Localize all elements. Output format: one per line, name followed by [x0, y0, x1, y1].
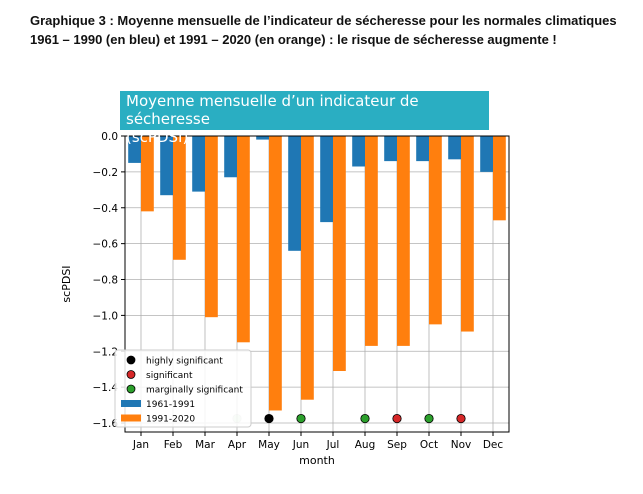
y-tick-label: −0.4 — [93, 203, 119, 215]
y-ticks: 0.0 −0.2 −0.4 −0.6 −0.8 −1.0 −1.2 −1.4 −1.6 — [93, 131, 125, 430]
x-tick-label: Aug — [355, 439, 376, 451]
bar-1961-1991-jan — [128, 136, 141, 163]
x-ticks: Jan Feb Mar Apr May Jun Jul Aug Sep Oct Nov Dec — [132, 432, 503, 451]
x-tick-label: Mar — [195, 439, 215, 451]
y-tick-label: −1.0 — [93, 310, 119, 322]
legend-dot — [126, 370, 136, 379]
banner-line-2: (scPDSI) — [126, 128, 189, 146]
bars — [128, 136, 506, 411]
plot-frame — [124, 135, 510, 433]
legend-label: marginally significant — [146, 386, 243, 396]
legend-label: significant — [146, 371, 193, 381]
legend-label: 1961-1991 — [146, 400, 195, 410]
bar-1991-2020-jun — [301, 136, 314, 400]
y-axis-label: scPDSI — [60, 265, 73, 302]
y-tick-label: −0.6 — [93, 239, 119, 251]
x-tick-label: Nov — [451, 439, 472, 451]
y-tick-label: −1.4 — [93, 382, 119, 394]
x-tick-label: Sep — [387, 439, 407, 451]
legend-dot — [126, 355, 136, 365]
significance-marker-may — [264, 413, 274, 424]
significance-marker-aug — [360, 413, 370, 424]
bar-1961-1991-apr — [224, 136, 237, 178]
chart-heading: Graphique 3 : Moyenne mensuelle de l’ind… — [30, 11, 630, 49]
bar-1961-1991-feb — [160, 136, 173, 196]
y-tick-label: −1.2 — [93, 346, 119, 358]
x-tick-label: Jul — [326, 439, 340, 451]
bar-1991-2020-oct — [429, 136, 442, 325]
bar-1961-1991-jul — [320, 136, 333, 223]
x-tick-label: Dec — [483, 439, 504, 451]
significance-marker-jun — [296, 413, 306, 424]
bar-1991-2020-apr — [237, 136, 250, 343]
x-tick-label: May — [258, 439, 280, 451]
banner-text: Moyenne mensuelle d’un indicateur de séc… — [126, 92, 486, 146]
legend-patch — [121, 400, 141, 407]
x-tick-label: Oct — [420, 439, 438, 451]
y-tick-label: −0.8 — [93, 275, 119, 287]
bar-1961-1991-may — [256, 136, 269, 140]
legend-box — [114, 349, 252, 428]
y-tick-label: 0.0 — [101, 131, 118, 143]
x-tick-label: Jun — [292, 439, 309, 451]
bar-1991-2020-feb — [173, 136, 186, 260]
bar-1991-2020-dec — [493, 136, 506, 221]
bar-1991-2020-may — [269, 136, 282, 411]
x-axis-label: month — [299, 454, 335, 467]
y-tick-label: −1.6 — [93, 418, 119, 430]
bar-1961-1991-mar — [192, 136, 205, 192]
bar-1991-2020-nov — [461, 136, 474, 332]
bar-1991-2020-mar — [205, 136, 218, 318]
bar-1961-1991-jun — [288, 136, 301, 251]
significance-marker-sep — [392, 413, 402, 424]
chart-banner — [120, 91, 489, 130]
x-tick-label: Feb — [164, 439, 183, 451]
bar-1961-1991-aug — [352, 136, 365, 167]
legend-patch — [121, 414, 141, 422]
significance-marker-nov — [456, 413, 466, 424]
legend-dot — [126, 384, 136, 394]
bar-1991-2020-sep — [397, 136, 410, 346]
bar-1991-2020-aug — [365, 136, 378, 346]
bar-1961-1991-oct — [416, 136, 429, 162]
x-tick-label: Jan — [132, 439, 149, 451]
heading-line-1: Graphique 3 : Moyenne mensuelle de l’ind… — [30, 13, 617, 28]
bar-1961-1991-nov — [448, 136, 461, 160]
legend: highly significant significant marginally … — [114, 349, 252, 428]
bar-1961-1991-dec — [480, 136, 493, 172]
banner-line-1: Moyenne mensuelle d’un indicateur de séc… — [126, 92, 419, 128]
bar-1961-1991-sep — [384, 136, 397, 162]
y-tick-label: −0.2 — [93, 167, 119, 179]
bar-1991-2020-jul — [333, 136, 346, 372]
significance-marker-oct — [424, 413, 434, 424]
bar-1991-2020-jan — [141, 136, 154, 212]
legend-label: 1991-2020 — [146, 415, 195, 425]
significance-markers — [232, 413, 466, 424]
heading-line-2: 1961 – 1990 (en bleu) et 1991 – 2020 (en… — [30, 32, 557, 47]
legend-label: highly significant — [146, 357, 223, 367]
x-tick-label: Apr — [228, 439, 247, 451]
